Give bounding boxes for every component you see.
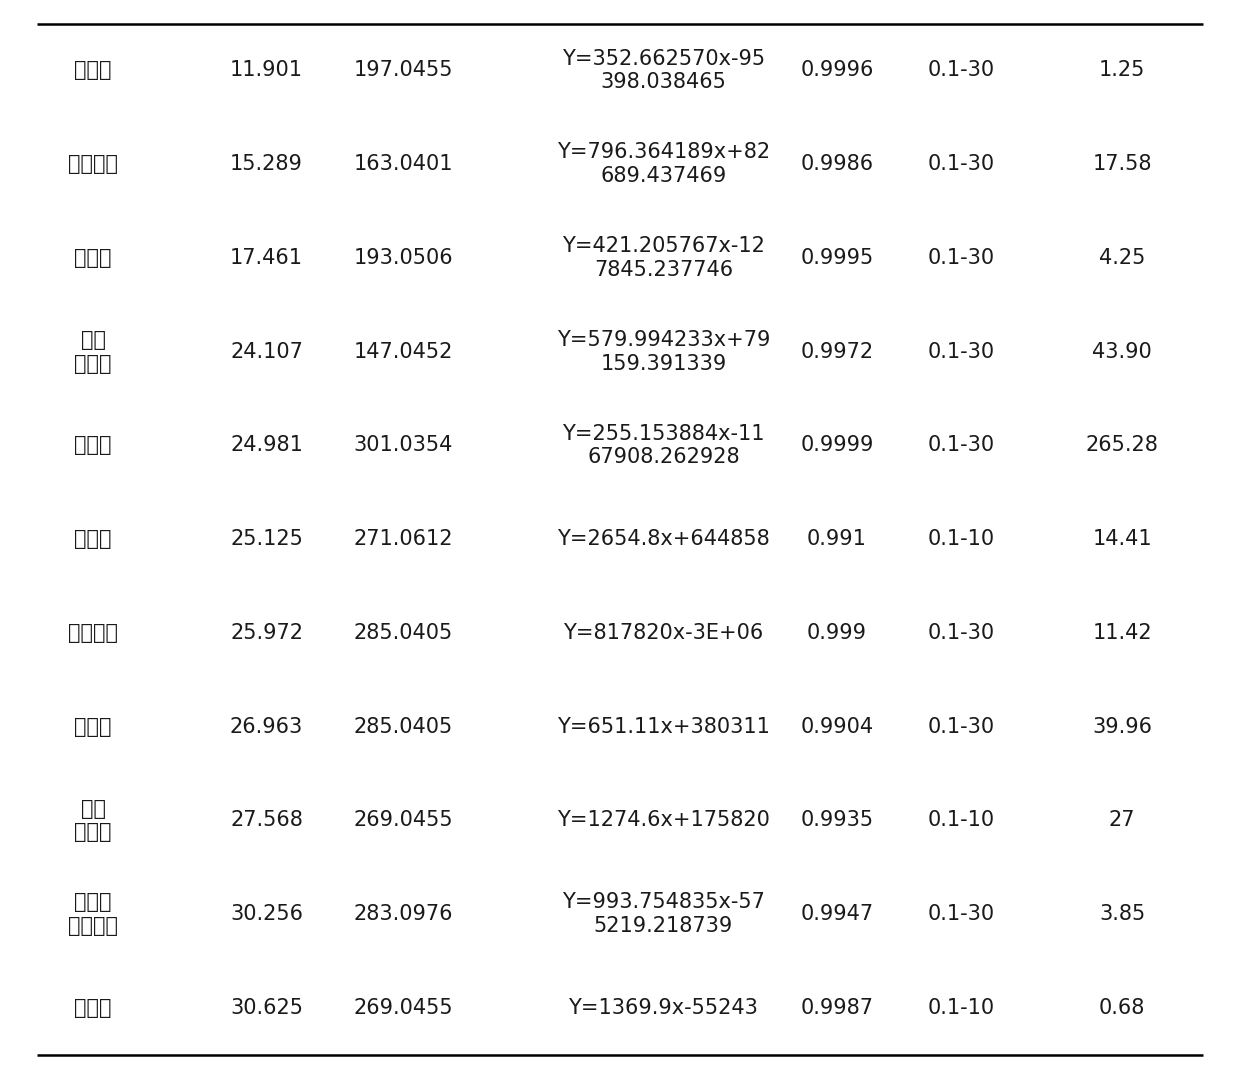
Text: 柚皮素: 柚皮素 <box>74 529 112 549</box>
Text: 4.25: 4.25 <box>1099 248 1146 267</box>
Text: 285.0405: 285.0405 <box>353 716 453 737</box>
Text: 25.972: 25.972 <box>231 623 303 643</box>
Text: 0.9986: 0.9986 <box>801 155 873 174</box>
Text: 265.28: 265.28 <box>1086 435 1158 455</box>
Text: 0.1-30: 0.1-30 <box>928 342 994 362</box>
Text: 0.9987: 0.9987 <box>801 998 873 1018</box>
Text: 0.1-10: 0.1-10 <box>928 811 994 830</box>
Text: 285.0405: 285.0405 <box>353 623 453 643</box>
Text: 193.0506: 193.0506 <box>353 248 453 267</box>
Text: 桑色素: 桑色素 <box>74 435 112 455</box>
Text: 159.391339: 159.391339 <box>600 353 727 374</box>
Text: 197.0455: 197.0455 <box>353 60 453 81</box>
Text: 1.25: 1.25 <box>1099 60 1146 81</box>
Text: 163.0401: 163.0401 <box>353 155 453 174</box>
Text: 147.0452: 147.0452 <box>353 342 453 362</box>
Text: 0.9947: 0.9947 <box>801 904 873 924</box>
Text: 0.9972: 0.9972 <box>801 342 873 362</box>
Text: 0.1-30: 0.1-30 <box>928 435 994 455</box>
Text: 0.9996: 0.9996 <box>800 60 874 81</box>
Text: 0.1-10: 0.1-10 <box>928 998 994 1018</box>
Text: 30.625: 30.625 <box>231 998 303 1018</box>
Text: 肉桂酸: 肉桂酸 <box>74 353 112 374</box>
Text: 0.1-30: 0.1-30 <box>928 155 994 174</box>
Text: 木犊草素: 木犊草素 <box>68 623 118 643</box>
Text: 0.1-30: 0.1-30 <box>928 248 994 267</box>
Text: 24.981: 24.981 <box>231 435 303 455</box>
Text: Y=993.754835x-57: Y=993.754835x-57 <box>562 892 765 912</box>
Text: 7845.237746: 7845.237746 <box>594 260 733 279</box>
Text: 11.901: 11.901 <box>231 60 303 81</box>
Text: 苯乙基酣: 苯乙基酣 <box>68 916 118 935</box>
Text: 阿魏酸: 阿魏酸 <box>74 248 112 267</box>
Text: 17.461: 17.461 <box>231 248 303 267</box>
Text: 11.42: 11.42 <box>1092 623 1152 643</box>
Text: 26.963: 26.963 <box>229 716 304 737</box>
Text: 0.1-30: 0.1-30 <box>928 60 994 81</box>
Text: 398.038465: 398.038465 <box>600 72 727 92</box>
Text: Y=255.153884x-11: Y=255.153884x-11 <box>562 423 765 444</box>
Text: 0.9999: 0.9999 <box>800 435 874 455</box>
Text: Y=2654.8x+644858: Y=2654.8x+644858 <box>557 529 770 549</box>
Text: Y=1274.6x+175820: Y=1274.6x+175820 <box>557 811 770 830</box>
Text: 0.1-30: 0.1-30 <box>928 904 994 924</box>
Text: Y=1369.9x-55243: Y=1369.9x-55243 <box>568 998 759 1018</box>
Text: 27: 27 <box>1109 811 1136 830</box>
Text: 姜黄素: 姜黄素 <box>74 823 112 842</box>
Text: 5219.218739: 5219.218739 <box>594 916 733 935</box>
Text: 269.0455: 269.0455 <box>353 998 453 1018</box>
Text: 283.0976: 283.0976 <box>353 904 453 924</box>
Text: 0.999: 0.999 <box>807 623 867 643</box>
Text: 芐菜素: 芐菜素 <box>74 998 112 1018</box>
Text: 67908.262928: 67908.262928 <box>587 447 740 467</box>
Text: 和啊酸: 和啊酸 <box>74 892 112 912</box>
Text: Y=352.662570x-95: Y=352.662570x-95 <box>562 48 765 69</box>
Text: 山奈酚: 山奈酚 <box>74 716 112 737</box>
Text: 271.0612: 271.0612 <box>353 529 453 549</box>
Text: 689.437469: 689.437469 <box>600 166 727 186</box>
Text: Y=651.11x+380311: Y=651.11x+380311 <box>557 716 770 737</box>
Text: 0.9904: 0.9904 <box>801 716 873 737</box>
Text: 0.991: 0.991 <box>807 529 867 549</box>
Text: 0.68: 0.68 <box>1099 998 1146 1018</box>
Text: 301.0354: 301.0354 <box>353 435 453 455</box>
Text: 0.9995: 0.9995 <box>800 248 874 267</box>
Text: 高良: 高良 <box>81 799 105 818</box>
Text: 0.1-10: 0.1-10 <box>928 529 994 549</box>
Text: 43.90: 43.90 <box>1092 342 1152 362</box>
Text: 3.85: 3.85 <box>1099 904 1146 924</box>
Text: Y=579.994233x+79: Y=579.994233x+79 <box>557 330 770 350</box>
Text: Y=421.205767x-12: Y=421.205767x-12 <box>562 236 765 256</box>
Text: 25.125: 25.125 <box>231 529 303 549</box>
Text: 27.568: 27.568 <box>231 811 303 830</box>
Text: 15.289: 15.289 <box>231 155 303 174</box>
Text: 0.1-30: 0.1-30 <box>928 623 994 643</box>
Text: 24.107: 24.107 <box>231 342 303 362</box>
Text: 0.1-30: 0.1-30 <box>928 716 994 737</box>
Text: 269.0455: 269.0455 <box>353 811 453 830</box>
Text: 丁香酸: 丁香酸 <box>74 60 112 81</box>
Text: 0.9935: 0.9935 <box>801 811 873 830</box>
Text: 14.41: 14.41 <box>1092 529 1152 549</box>
Text: 对香豆酸: 对香豆酸 <box>68 155 118 174</box>
Text: 反式: 反式 <box>81 330 105 350</box>
Text: 39.96: 39.96 <box>1092 716 1152 737</box>
Text: Y=796.364189x+82: Y=796.364189x+82 <box>557 143 770 162</box>
Text: 17.58: 17.58 <box>1092 155 1152 174</box>
Text: Y=817820x-3E+06: Y=817820x-3E+06 <box>563 623 764 643</box>
Text: 30.256: 30.256 <box>231 904 303 924</box>
